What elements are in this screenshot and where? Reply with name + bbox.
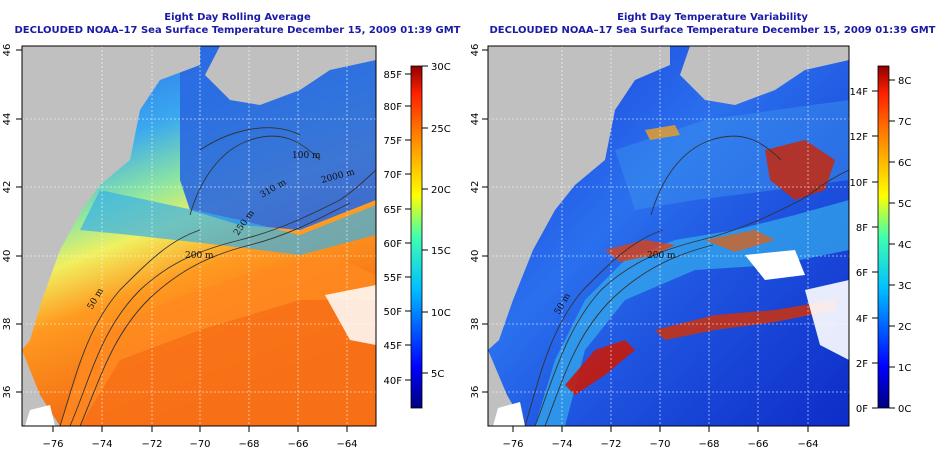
- colorbar-c-label: 10C: [431, 308, 451, 319]
- left-map-panel: Eight Day Rolling Average DECLOUDED NOAA…: [2, 12, 461, 450]
- colorbar-f-label: 65F: [384, 205, 403, 216]
- colorbar-c-label: 30C: [431, 62, 451, 73]
- y-tick-label: 40: [470, 250, 481, 263]
- colorbar-f-label: 80F: [384, 102, 403, 113]
- colorbar-f-label: 12F: [850, 132, 869, 143]
- x-tick-label: −72: [141, 439, 162, 450]
- colorbar-f-label: 55F: [384, 273, 403, 284]
- x-tick-label: −74: [91, 439, 112, 450]
- left-map-area: 50 m 200 m 250 m 310 m 2000 m 100 m: [22, 46, 376, 426]
- colorbar-c-label: 7C: [898, 117, 911, 128]
- x-tick-label: −64: [336, 439, 357, 450]
- colorbar-c-label: 5C: [431, 369, 444, 380]
- x-tick-label: −68: [698, 439, 719, 450]
- colorbar-c-label: 0C: [898, 404, 911, 415]
- y-tick-label: 38: [2, 318, 13, 331]
- left-colorbar: [410, 65, 423, 409]
- colorbar-f-label: 2F: [856, 359, 868, 370]
- left-y-axis: 36 38 40 42 44 46: [2, 44, 22, 399]
- left-map-frame: [21, 45, 377, 427]
- contour-label: 200 m: [647, 251, 676, 261]
- right-map-area: 50 m 200 m: [488, 46, 849, 426]
- y-tick-label: 46: [2, 44, 13, 57]
- colorbar-f-label: 0F: [856, 404, 868, 415]
- colorbar-c-label: 1C: [898, 363, 911, 374]
- left-map-figure: 50 m 200 m 250 m 310 m 2000 m 100 m −76 …: [2, 44, 451, 450]
- colorbar-f-label: 85F: [384, 70, 403, 81]
- right-colorbar-f-scale: 14F 12F 10F 8F 6F 4F 2F 0F: [850, 87, 878, 415]
- colorbar-f-label: 8F: [856, 223, 868, 234]
- x-tick-label: −76: [42, 439, 63, 450]
- colorbar-f-label: 70F: [384, 170, 403, 181]
- y-tick-label: 38: [470, 318, 481, 331]
- right-map-title: Eight Day Temperature Variability: [617, 12, 808, 23]
- colorbar-c-label: 25C: [431, 124, 451, 135]
- left-map-title: Eight Day Rolling Average: [164, 12, 311, 23]
- colorbar-f-label: 40F: [384, 376, 403, 387]
- y-tick-label: 46: [470, 44, 481, 57]
- x-tick-label: −74: [551, 439, 572, 450]
- colorbar-c-label: 6C: [898, 158, 911, 169]
- colorbar-f-label: 75F: [384, 136, 403, 147]
- y-tick-label: 36: [470, 386, 481, 399]
- left-colorbar-f-scale: 85F 80F 75F 70F 65F 60F 55F 50F 45F 40F: [384, 70, 411, 387]
- x-tick-label: −70: [189, 439, 210, 450]
- x-tick-label: −68: [238, 439, 259, 450]
- x-tick-label: −64: [797, 439, 818, 450]
- colorbar-f-label: 45F: [384, 341, 403, 352]
- x-tick-label: −70: [649, 439, 670, 450]
- colorbar-c-label: 8C: [898, 76, 911, 87]
- right-x-axis: −76 −74 −72 −70 −68 −66 −64: [502, 426, 819, 450]
- right-colorbar-c-scale: 8C 7C 6C 5C 4C 3C 2C 1C 0C: [889, 76, 911, 415]
- colorbar-c-label: 4C: [898, 240, 911, 251]
- colorbar-f-label: 14F: [850, 87, 869, 98]
- right-map-panel: Eight Day Temperature Variability DECLOU…: [470, 0, 950, 475]
- right-map-frame: [487, 45, 850, 427]
- x-tick-label: −72: [600, 439, 621, 450]
- y-tick-label: 44: [2, 113, 13, 126]
- left-map-subtitle: DECLOUDED NOAA–17 Sea Surface Temperatur…: [14, 25, 461, 36]
- y-tick-label: 42: [2, 181, 13, 194]
- y-tick-label: 44: [470, 113, 481, 126]
- contour-label: 200 m: [185, 251, 214, 261]
- colorbar-c-label: 5C: [898, 199, 911, 210]
- contour-label: 100 m: [292, 151, 321, 161]
- right-map-subtitle: DECLOUDED NOAA–17 Sea Surface Temperatur…: [489, 25, 936, 36]
- right-colorbar: [877, 65, 890, 409]
- colorbar-f-label: 60F: [384, 239, 403, 250]
- colorbar-c-label: 15C: [431, 246, 451, 257]
- colorbar-f-label: 6F: [856, 268, 868, 279]
- colorbar-c-label: 2C: [898, 322, 911, 333]
- colorbar-f-label: 50F: [384, 307, 403, 318]
- colorbar-f-label: 4F: [856, 314, 868, 325]
- colorbar-c-label: 3C: [898, 281, 911, 292]
- colorbar-f-label: 10F: [850, 178, 869, 189]
- y-tick-label: 36: [2, 386, 13, 399]
- x-tick-label: −76: [502, 439, 523, 450]
- left-colorbar-c-scale: 30C 25C 20C 15C 10C 5C: [422, 62, 451, 380]
- y-tick-label: 42: [470, 181, 481, 194]
- right-land: [488, 46, 670, 350]
- x-tick-label: −66: [747, 439, 768, 450]
- right-map-figure: 50 m 200 m −76 −74 −72 −70 −68 −66 −64 3…: [470, 44, 911, 450]
- left-land: [22, 46, 200, 350]
- left-x-axis: −76 −74 −72 −70 −68 −66 −64: [42, 426, 358, 450]
- x-tick-label: −66: [287, 439, 308, 450]
- colorbar-c-label: 20C: [431, 185, 451, 196]
- y-tick-label: 40: [2, 250, 13, 263]
- right-y-axis: 36 38 40 42 44 46: [470, 44, 488, 399]
